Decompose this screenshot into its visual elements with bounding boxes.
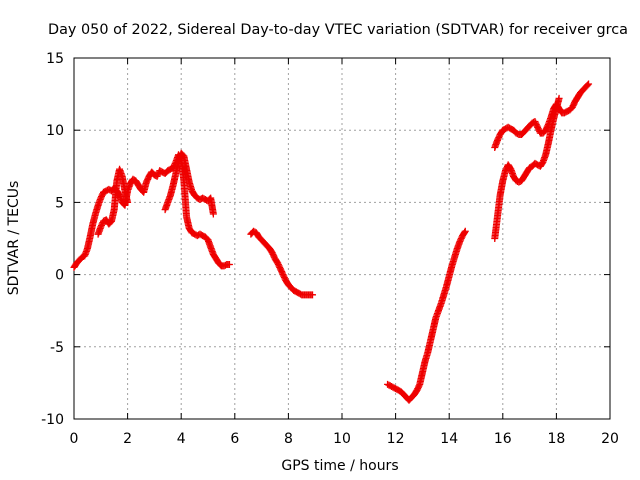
x-tick-labels: 0 2 4 6 8 10 12 14 16 18 20 bbox=[70, 431, 619, 447]
data-point bbox=[225, 260, 233, 268]
data-point bbox=[461, 227, 469, 235]
series-arc3 bbox=[384, 227, 469, 404]
y-tick-label: 10 bbox=[46, 123, 64, 139]
x-tick-label: 18 bbox=[547, 431, 565, 447]
x-tick-label: 6 bbox=[230, 431, 239, 447]
series-arc4-upper bbox=[491, 80, 593, 152]
data-point bbox=[209, 210, 217, 218]
data-point bbox=[584, 81, 592, 89]
x-tick-label: 14 bbox=[440, 431, 458, 447]
x-tick-label: 2 bbox=[123, 431, 132, 447]
x-tick-label: 0 bbox=[70, 431, 79, 447]
x-tick-label: 10 bbox=[333, 431, 351, 447]
series-arc1-b bbox=[161, 149, 217, 218]
series-arc1-high bbox=[94, 165, 132, 238]
x-axis-title: GPS time / hours bbox=[281, 458, 398, 474]
data-point bbox=[124, 198, 132, 206]
y-tick-label: 0 bbox=[55, 268, 64, 284]
series-arc1 bbox=[70, 151, 233, 271]
y-tick-label: -5 bbox=[50, 340, 64, 356]
data-point bbox=[585, 80, 593, 88]
y-tick-label: -10 bbox=[41, 412, 64, 428]
data-point bbox=[309, 291, 317, 299]
x-tick-label: 20 bbox=[601, 431, 619, 447]
x-tick-label: 8 bbox=[284, 431, 293, 447]
y-axis-title: SDTVAR / TECUs bbox=[6, 181, 22, 296]
series-arc4-lower bbox=[491, 94, 563, 242]
series-arc2 bbox=[247, 227, 317, 299]
data-point bbox=[555, 94, 563, 102]
y-tick-label: 15 bbox=[46, 51, 64, 67]
data-point bbox=[461, 228, 469, 236]
chart-title: Day 050 of 2022, Sidereal Day-to-day VTE… bbox=[48, 22, 628, 38]
y-tick-label: 5 bbox=[55, 195, 64, 211]
x-tick-label: 16 bbox=[494, 431, 512, 447]
grid-lines bbox=[74, 58, 610, 419]
x-tick-label: 4 bbox=[177, 431, 186, 447]
y-tick-labels: -10 -5 0 5 10 15 bbox=[41, 51, 64, 428]
data-points bbox=[70, 80, 593, 404]
axis-ticks bbox=[73, 57, 611, 420]
x-tick-label: 12 bbox=[387, 431, 405, 447]
